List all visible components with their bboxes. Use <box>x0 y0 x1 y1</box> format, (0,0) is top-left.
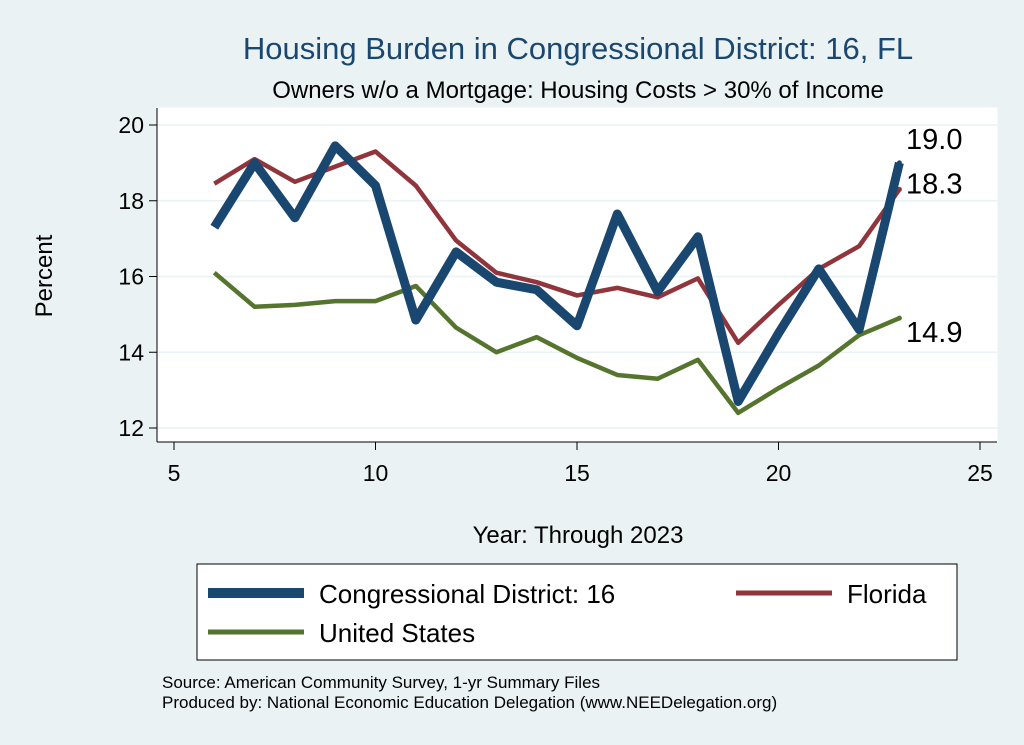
series-lines <box>210 141 904 416</box>
x-tick-label: 10 <box>363 460 389 486</box>
series-line-1 <box>213 149 902 346</box>
x-tick-label: 20 <box>766 460 792 486</box>
y-tick-label: 20 <box>118 112 144 138</box>
series-end-point-0 <box>896 160 902 166</box>
legend-label-us: United States <box>319 618 475 648</box>
legend-box <box>196 563 958 661</box>
x-tick-label: 15 <box>564 460 590 486</box>
axis-ticks: 12 14 16 18 20 5 10 15 20 25 <box>118 112 992 486</box>
producer-note: Produced by: National Economic Education… <box>162 693 777 712</box>
end-value-label-2: 14.9 <box>906 317 962 349</box>
y-tick-label: 12 <box>118 415 144 441</box>
legend: Congressional District: 16 Florida Unite… <box>196 563 958 661</box>
end-labels: 14.9 18.3 19.0 <box>906 124 962 349</box>
gridlines <box>157 124 997 429</box>
x-axis-title: Year: Through 2023 <box>473 522 684 549</box>
x-tick-label: 5 <box>168 460 181 486</box>
plot-area <box>156 107 998 443</box>
end-value-label-0: 19.0 <box>906 124 962 156</box>
series-line-2 <box>212 270 901 416</box>
chart-subtitle: Owners w/o a Mortgage: Housing Costs > 3… <box>272 77 884 104</box>
y-tick-label: 16 <box>118 264 144 290</box>
legend-label-district: Congressional District: 16 <box>319 579 615 609</box>
end-value-label-1: 18.3 <box>906 168 962 200</box>
y-tick-label: 14 <box>118 339 144 365</box>
x-tick-label: 25 <box>967 460 993 486</box>
chart-title: Housing Burden in Congressional District… <box>243 31 913 66</box>
y-axis-title: Percent <box>31 234 58 317</box>
series-end-point-1 <box>896 186 902 192</box>
source-note: Source: American Community Survey, 1-yr … <box>162 673 600 692</box>
y-tick-label: 18 <box>118 188 144 214</box>
series-line-0 <box>210 141 904 406</box>
series-end-point-2 <box>896 315 902 321</box>
legend-label-florida: Florida <box>847 579 927 609</box>
